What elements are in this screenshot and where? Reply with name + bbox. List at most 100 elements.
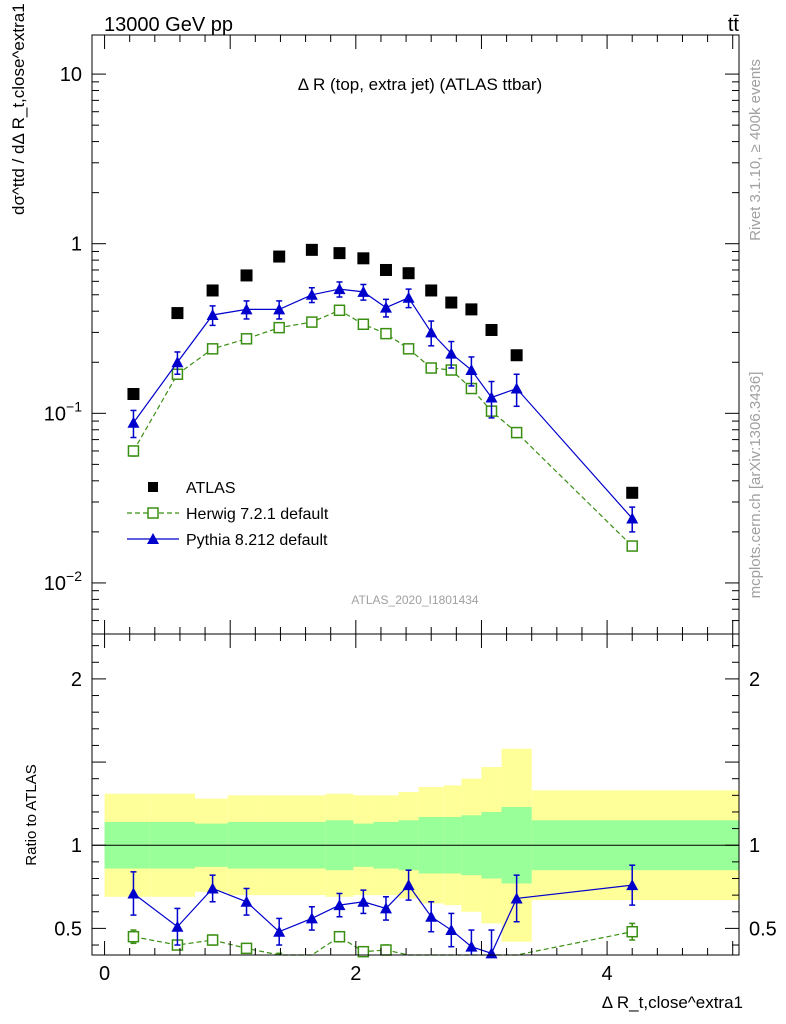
- ratio-pythia-8-212-default-point: [465, 940, 478, 952]
- ratio-herwig-7-2-1-default-point: [206, 934, 219, 946]
- main-pythia-8-212-default-point: [171, 356, 184, 368]
- ratio-pythia-8-212-default-point: [333, 899, 346, 911]
- ratio-pythia-8-212-default-point: [357, 895, 370, 907]
- ratio-y-tick-label-right: 1: [749, 835, 760, 857]
- legend-pythia-8-212-default-marker: [147, 533, 159, 544]
- x-tick-label: 4: [602, 963, 613, 985]
- legend-pythia-8-212-default-label: Pythia 8.212 default: [186, 532, 328, 549]
- main-atlas-point: [445, 296, 458, 309]
- main-pythia-8-212-default-point: [240, 303, 253, 315]
- main-atlas-point: [510, 349, 523, 362]
- energy-label: 13000 GeV pp: [104, 14, 233, 36]
- main-pythia-8-212-default-point: [626, 512, 639, 524]
- ratio-herwig-7-2-1-default-point: [240, 942, 253, 955]
- x-tick-label: 0: [99, 963, 110, 985]
- ratio-herwig-7-2-1-default-point: [127, 930, 140, 943]
- main-pythia-8-212-default-point: [445, 347, 458, 359]
- ratio-y-tick-label: 0.5: [54, 918, 82, 940]
- main-plot-data: [127, 243, 639, 552]
- main-herwig-7-2-1-default-point: [240, 333, 253, 345]
- rivet-version-label: Rivet 3.1.10, ≥ 400k events: [747, 59, 764, 241]
- legend-atlas-label: ATLAS: [186, 480, 236, 497]
- main-herwig-7-2-1-default-line: [132, 309, 633, 547]
- ratio-herwig-7-2-1-default-point: [333, 930, 346, 943]
- main-pythia-8-212-default-line: [132, 288, 633, 519]
- main-herwig-7-2-1-default-point: [425, 362, 437, 374]
- main-atlas-point: [485, 323, 498, 336]
- ratio-pythia-8-212-default-point: [305, 912, 318, 924]
- mcplots-source-label: mcplots.cern.ch [arXiv:1306.3436]: [747, 372, 764, 599]
- ratio-pythia-8-212-default-point: [240, 895, 253, 907]
- main-atlas-point: [357, 252, 370, 265]
- x-axis-label: Δ R_t,close^extra1: [602, 993, 743, 1012]
- main-herwig-7-2-1-default-point: [626, 540, 638, 552]
- main-pythia-8-212-default-point: [333, 283, 346, 295]
- main-herwig-7-2-1-default-point: [510, 426, 523, 439]
- main-herwig-7-2-1-default-point: [127, 445, 140, 457]
- main-pythia-8-212-default-point: [206, 308, 219, 320]
- main-atlas-point: [626, 486, 639, 499]
- ratio-pythia-8-212-default-point: [485, 947, 498, 959]
- ratio-pythia-8-212-default-point: [510, 892, 523, 904]
- axis-ticks: [92, 35, 739, 955]
- main-atlas-point: [171, 307, 184, 320]
- chart-title: Δ R (top, extra jet) (ATLAS ttbar): [298, 75, 542, 94]
- ratio-pythia-8-212-default-point: [379, 902, 392, 914]
- process-label: tt̄: [728, 14, 740, 36]
- ratio-plot-frame: [91, 633, 740, 956]
- main-y-tick-label: 10: [60, 64, 82, 86]
- ratio-y-tick-label-right: 2: [749, 669, 760, 691]
- main-atlas-point: [379, 263, 392, 276]
- ratio-herwig-7-2-1-default-point: [626, 925, 638, 938]
- main-herwig-7-2-1-default-point: [357, 318, 370, 331]
- ratio-pythia-8-212-default-point: [206, 882, 219, 894]
- ratio-y-tick-label: 1: [71, 835, 82, 857]
- ratio-y-tick-label-right: 0.5: [749, 918, 777, 940]
- main-pythia-8-212-default-point: [305, 288, 318, 300]
- x-tick-label: 2: [350, 963, 361, 985]
- main-pythia-8-212-default-point: [357, 285, 370, 297]
- legend: ATLAS Herwig 7.2.1 default Pythia 8.212 de…: [127, 480, 329, 549]
- legend-herwig-7-2-1-default-label: Herwig 7.2.1 default: [186, 506, 329, 523]
- ratio-pythia-8-212-default-point: [445, 924, 458, 936]
- main-y-axis-label: dσ^ttd / dΔ R_t,close^extra1 [pb]: [9, 0, 28, 215]
- main-pythia-8-212-default-point: [127, 416, 140, 428]
- main-herwig-7-2-1-default-point: [273, 321, 285, 334]
- ratio-y-axis-label: Ratio to ATLAS: [23, 764, 40, 865]
- ratio-pythia-8-212-default-point: [273, 925, 286, 937]
- main-pythia-8-212-default-point: [379, 301, 392, 313]
- main-pythia-8-212-default-point: [402, 291, 415, 303]
- main-atlas-point: [240, 269, 253, 282]
- ratio-pythia-8-212-default-point: [626, 879, 639, 891]
- main-y-tick-label: 10−2: [44, 568, 82, 595]
- axis-tick-labels: 0 2 4 10−2 10−1 1 10 0.5 0.5 1 1 2 2: [44, 64, 777, 985]
- ratio-herwig-7-2-1-default-point: [380, 944, 392, 956]
- analysis-watermark: ATLAS_2020_I1801434: [351, 593, 479, 607]
- main-atlas-point: [425, 284, 438, 297]
- legend-herwig-7-2-1-default-marker: [147, 507, 159, 519]
- legend-atlas-marker: [148, 482, 158, 492]
- ratio-herwig-7-2-1-default-point: [357, 945, 370, 958]
- main-atlas-point: [273, 250, 286, 263]
- main-herwig-7-2-1-default-point: [306, 316, 318, 328]
- main-pythia-8-212-default-point: [465, 364, 478, 376]
- ratio-pythia-8-212-default-point: [127, 887, 140, 899]
- main-atlas-point: [206, 284, 219, 297]
- main-pythia-8-212-default-point: [425, 326, 438, 338]
- main-herwig-7-2-1-default-point: [333, 304, 346, 317]
- main-atlas-point: [402, 267, 415, 280]
- main-atlas-point: [305, 243, 318, 256]
- ratio-pythia-8-212-default-point: [171, 920, 184, 932]
- main-herwig-7-2-1-default-point: [380, 327, 392, 340]
- ratio-pythia-8-212-default-point: [425, 910, 438, 922]
- main-y-tick-label: 1: [71, 234, 82, 256]
- main-atlas-point: [127, 387, 140, 400]
- main-herwig-7-2-1-default-point: [206, 343, 219, 355]
- main-pythia-8-212-default-point: [485, 391, 498, 403]
- main-y-tick-label: 10−1: [44, 398, 82, 425]
- main-herwig-7-2-1-default-point: [402, 343, 415, 355]
- ratio-y-tick-label: 2: [71, 669, 82, 691]
- main-atlas-point: [333, 247, 346, 260]
- main-pythia-8-212-default-point: [510, 382, 523, 394]
